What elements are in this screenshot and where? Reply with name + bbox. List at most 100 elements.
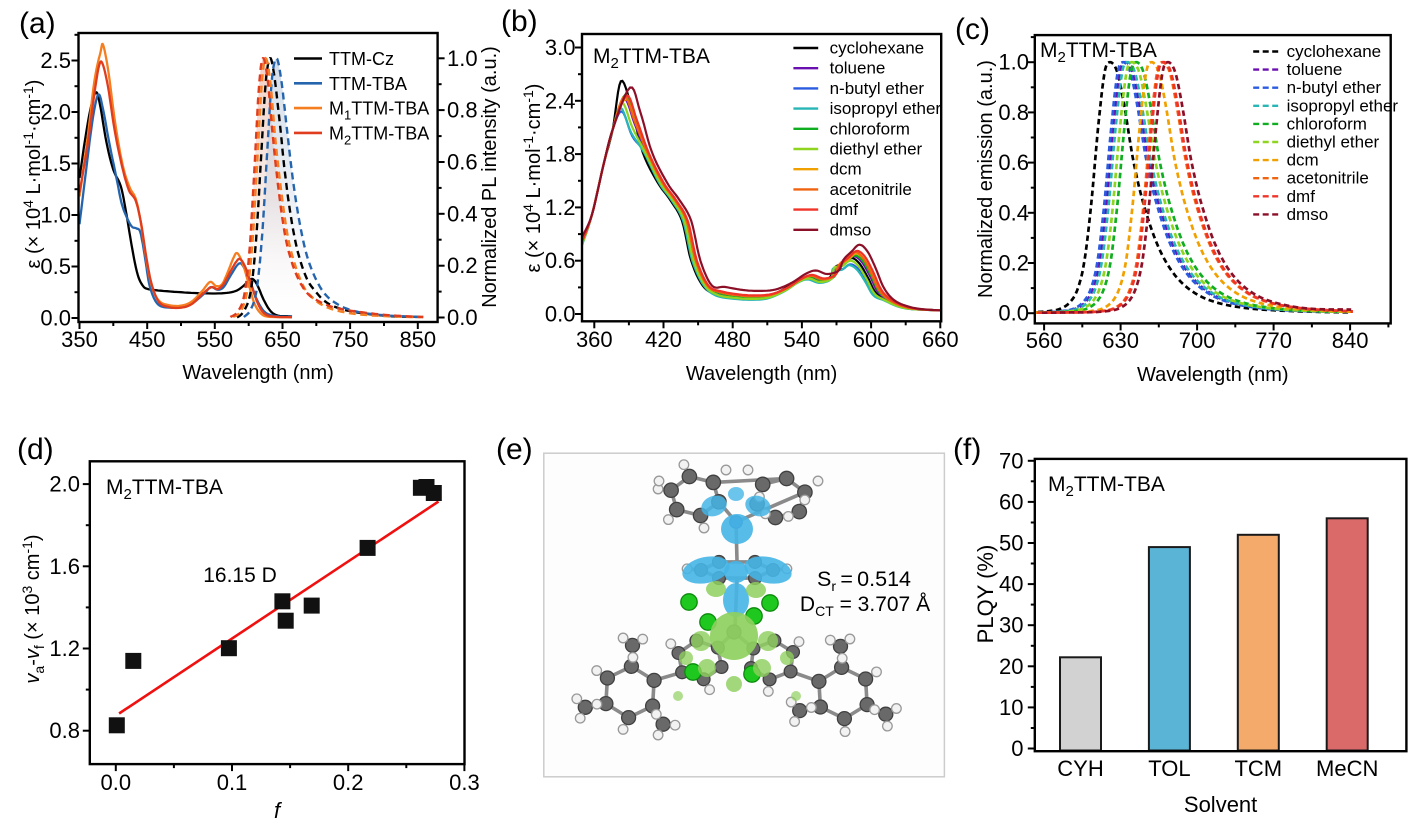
svg-text:f: f: [274, 798, 283, 823]
svg-text:16.15 D: 16.15 D: [203, 564, 277, 587]
svg-text:450: 450: [129, 327, 166, 352]
svg-text:0.1: 0.1: [217, 770, 248, 795]
svg-text:1.0: 1.0: [998, 50, 1029, 75]
svg-text:0.2: 0.2: [998, 251, 1029, 276]
svg-text:0.0: 0.0: [447, 305, 478, 330]
svg-text:0.4: 0.4: [998, 200, 1029, 225]
svg-text:(a): (a): [19, 7, 56, 40]
svg-text:0.0: 0.0: [40, 306, 71, 331]
svg-text:diethyl ether: diethyl ether: [830, 140, 923, 159]
svg-text:20: 20: [999, 654, 1023, 679]
svg-text:2.4: 2.4: [545, 88, 576, 113]
svg-text:0.2: 0.2: [447, 253, 478, 278]
svg-text:2.0: 2.0: [40, 100, 71, 125]
svg-text:Solvent: Solvent: [1184, 792, 1257, 817]
svg-text:isopropyl ether: isopropyl ether: [1287, 96, 1399, 115]
svg-text:30: 30: [999, 613, 1023, 638]
svg-text:2.5: 2.5: [40, 48, 71, 73]
svg-text:0.4: 0.4: [447, 201, 478, 226]
svg-text:0.0: 0.0: [101, 770, 132, 795]
svg-text:1.0: 1.0: [447, 46, 478, 71]
svg-text:M2TTM-TBA: M2TTM-TBA: [1040, 39, 1157, 66]
svg-text:10: 10: [999, 695, 1023, 720]
svg-text:0.8: 0.8: [998, 100, 1029, 125]
svg-text:600: 600: [853, 327, 890, 352]
svg-text:(f): (f): [953, 433, 981, 466]
svg-text:1.0: 1.0: [40, 203, 71, 228]
svg-text:660: 660: [922, 327, 959, 352]
svg-text:550: 550: [196, 327, 233, 352]
svg-text:M2TTM-TBA: M2TTM-TBA: [1048, 473, 1165, 500]
svg-text:0.6: 0.6: [998, 150, 1029, 175]
svg-text:dmf: dmf: [1287, 187, 1316, 206]
svg-text:50: 50: [999, 531, 1023, 556]
svg-text:1.2: 1.2: [49, 636, 80, 661]
svg-text:Sr = 0.514: Sr = 0.514: [817, 567, 911, 594]
svg-text:540: 540: [784, 327, 821, 352]
svg-text:0.0: 0.0: [545, 302, 576, 327]
svg-text:0.2: 0.2: [333, 770, 364, 795]
svg-text:70: 70: [999, 448, 1023, 473]
svg-text:350: 350: [61, 327, 98, 352]
svg-text:1.6: 1.6: [49, 554, 80, 579]
svg-text:n-butyl ether: n-butyl ether: [1287, 78, 1382, 97]
svg-text:0.0: 0.0: [998, 301, 1029, 326]
svg-text:TTM-TBA: TTM-TBA: [329, 74, 407, 94]
svg-text:MeCN: MeCN: [1316, 756, 1378, 781]
svg-text:1.5: 1.5: [40, 151, 71, 176]
svg-text:(d): (d): [17, 433, 54, 466]
svg-text:0.5: 0.5: [40, 254, 71, 279]
svg-text:TOL: TOL: [1148, 756, 1190, 781]
svg-text:0.8: 0.8: [49, 718, 80, 743]
svg-text:ε (× 104 L·mol-1·cm-1): ε (× 104 L·mol-1·cm-1): [20, 80, 45, 269]
svg-text:TTM-Cz: TTM-Cz: [329, 49, 394, 69]
svg-text:Wavelength (nm): Wavelength (nm): [686, 363, 838, 385]
svg-text:M2TTM-TBA: M2TTM-TBA: [593, 45, 710, 72]
svg-text:acetonitrile: acetonitrile: [830, 180, 912, 199]
svg-text:PLQY (%): PLQY (%): [973, 545, 998, 644]
svg-text:480: 480: [714, 327, 751, 352]
svg-text:n-butyl ether: n-butyl ether: [830, 79, 925, 98]
svg-text:CYH: CYH: [1057, 756, 1103, 781]
svg-text:0.3: 0.3: [449, 770, 480, 795]
svg-text:Wavelength (nm): Wavelength (nm): [1137, 364, 1289, 386]
svg-text:750: 750: [332, 327, 369, 352]
svg-text:0.6: 0.6: [447, 150, 478, 175]
svg-text:Normalized PL intensity (a.u.): Normalized PL intensity (a.u.): [479, 46, 501, 308]
svg-text:Wavelength (nm): Wavelength (nm): [182, 362, 334, 384]
svg-text:700: 700: [1179, 328, 1216, 353]
svg-text:M2TTM-TBA: M2TTM-TBA: [106, 476, 223, 503]
svg-text:isopropyl ether: isopropyl ether: [830, 99, 942, 118]
svg-text:cyclohexane: cyclohexane: [1287, 42, 1382, 61]
svg-text:420: 420: [645, 327, 682, 352]
svg-text:diethyl ether: diethyl ether: [1287, 133, 1380, 152]
svg-text:dmso: dmso: [830, 220, 872, 239]
svg-text:2.0: 2.0: [49, 472, 80, 497]
svg-text:840: 840: [1332, 328, 1369, 353]
svg-text:(c): (c): [955, 13, 990, 46]
svg-text:DCT = 3.707 Å: DCT = 3.707 Å: [800, 593, 930, 619]
svg-text:0.8: 0.8: [447, 98, 478, 123]
svg-text:650: 650: [264, 327, 301, 352]
svg-text:(e): (e): [496, 433, 533, 466]
svg-text:dcm: dcm: [830, 160, 862, 179]
svg-text:Normalized emission (a.u.): Normalized emission (a.u.): [975, 60, 997, 298]
svg-text:360: 360: [576, 327, 613, 352]
svg-text:toluene: toluene: [1287, 60, 1343, 79]
svg-text:770: 770: [1255, 328, 1292, 353]
svg-text:40: 40: [999, 572, 1023, 597]
svg-text:1.2: 1.2: [545, 195, 576, 220]
svg-text:dmso: dmso: [1287, 205, 1329, 224]
svg-text:ε (× 104 L·mol-1·cm-1): ε (× 104 L·mol-1·cm-1): [520, 84, 545, 273]
svg-text:560: 560: [1026, 328, 1063, 353]
svg-text:toluene: toluene: [830, 59, 886, 78]
svg-text:630: 630: [1102, 328, 1139, 353]
svg-text:60: 60: [999, 489, 1023, 514]
svg-text:cyclohexane: cyclohexane: [830, 39, 925, 58]
svg-text:TCM: TCM: [1234, 756, 1282, 781]
svg-text:dmf: dmf: [830, 200, 859, 219]
svg-text:acetonitrile: acetonitrile: [1287, 169, 1369, 188]
svg-text:chloroform: chloroform: [1287, 114, 1367, 133]
svg-text:chloroform: chloroform: [830, 119, 910, 138]
svg-text:3.0: 3.0: [545, 35, 576, 60]
